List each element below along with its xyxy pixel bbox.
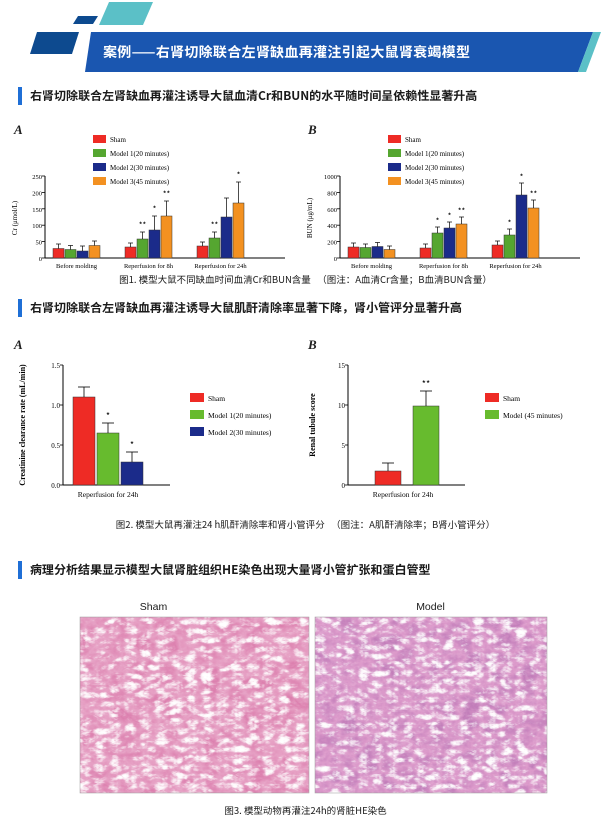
svg-text:10: 10 — [338, 402, 346, 410]
svg-text:15: 15 — [338, 362, 346, 370]
svg-text:Reperfusion for 8h: Reperfusion for 8h — [124, 263, 174, 270]
svg-text:*: * — [508, 218, 512, 229]
svg-text:150: 150 — [32, 207, 42, 214]
svg-text:Creatinine clearance rate (mL: Creatinine clearance rate (mL/min) — [18, 364, 27, 486]
svg-text:100: 100 — [32, 223, 42, 230]
svg-text:Before molding: Before molding — [56, 263, 98, 270]
svg-text:1.5: 1.5 — [51, 362, 60, 370]
svg-text:Before molding: Before molding — [351, 263, 393, 270]
svg-text:800: 800 — [327, 190, 337, 197]
svg-text:Model 1(20 minutes): Model 1(20 minutes) — [208, 411, 272, 420]
svg-text:0: 0 — [342, 482, 346, 490]
svg-text:Model 3(45 minutes): Model 3(45 minutes) — [110, 178, 170, 186]
svg-text:Reperfusion for 24h: Reperfusion for 24h — [78, 490, 139, 499]
svg-text:*: * — [106, 409, 110, 422]
svg-text:50: 50 — [36, 240, 43, 247]
svg-text:Sham: Sham — [110, 136, 127, 144]
svg-text:Model 3(45 minutes): Model 3(45 minutes) — [405, 178, 465, 186]
svg-text:1000: 1000 — [324, 174, 337, 181]
svg-text:**: ** — [422, 377, 430, 390]
svg-text:**: ** — [163, 189, 171, 200]
svg-text:400: 400 — [327, 223, 337, 230]
svg-text:0.0: 0.0 — [51, 482, 60, 490]
svg-text:0: 0 — [334, 256, 337, 263]
svg-text:Cr (μmol/L): Cr (μmol/L) — [11, 200, 19, 235]
svg-text:200: 200 — [32, 190, 42, 197]
svg-text:1.0: 1.0 — [51, 402, 60, 410]
svg-text:Model 1(20 minutes): Model 1(20 minutes) — [405, 150, 465, 158]
svg-text:0.5: 0.5 — [51, 442, 60, 450]
svg-text:**: ** — [530, 189, 538, 200]
svg-text:Reperfusion for 24h: Reperfusion for 24h — [489, 263, 542, 270]
svg-text:Sham: Sham — [208, 394, 225, 403]
svg-text:*: * — [448, 211, 452, 222]
svg-text:5: 5 — [342, 442, 346, 450]
svg-text:Model 1(20 minutes): Model 1(20 minutes) — [110, 150, 170, 158]
svg-text:**: ** — [139, 220, 147, 231]
svg-text:200: 200 — [327, 240, 337, 247]
svg-text:Model 2(30 minutes): Model 2(30 minutes) — [208, 428, 272, 437]
svg-text:**: ** — [211, 220, 219, 231]
svg-text:Sham: Sham — [503, 394, 520, 403]
svg-text:**: ** — [458, 206, 466, 217]
svg-text:0: 0 — [39, 256, 42, 263]
svg-text:600: 600 — [327, 207, 337, 214]
svg-text:*: * — [520, 172, 524, 183]
svg-text:*: * — [237, 170, 241, 181]
svg-text:*: * — [130, 438, 134, 451]
svg-text:Sham: Sham — [405, 136, 422, 144]
svg-text:250: 250 — [32, 174, 42, 181]
svg-text:Reperfusion for 24h: Reperfusion for 24h — [194, 263, 247, 270]
svg-text:Reperfusion for 24h: Reperfusion for 24h — [373, 490, 434, 499]
svg-text:BUN (μg/mL): BUN (μg/mL) — [306, 197, 314, 238]
svg-text:Model (45 minutes): Model (45 minutes) — [503, 411, 563, 420]
svg-text:Reperfusion for 8h: Reperfusion for 8h — [419, 263, 469, 270]
svg-text:*: * — [153, 204, 157, 215]
svg-text:Model 2(30 minutes): Model 2(30 minutes) — [405, 164, 465, 172]
svg-text:*: * — [436, 216, 440, 227]
svg-text:Renal tubule score: Renal tubule score — [308, 393, 317, 457]
svg-text:Model 2(30 minutes): Model 2(30 minutes) — [110, 164, 170, 172]
